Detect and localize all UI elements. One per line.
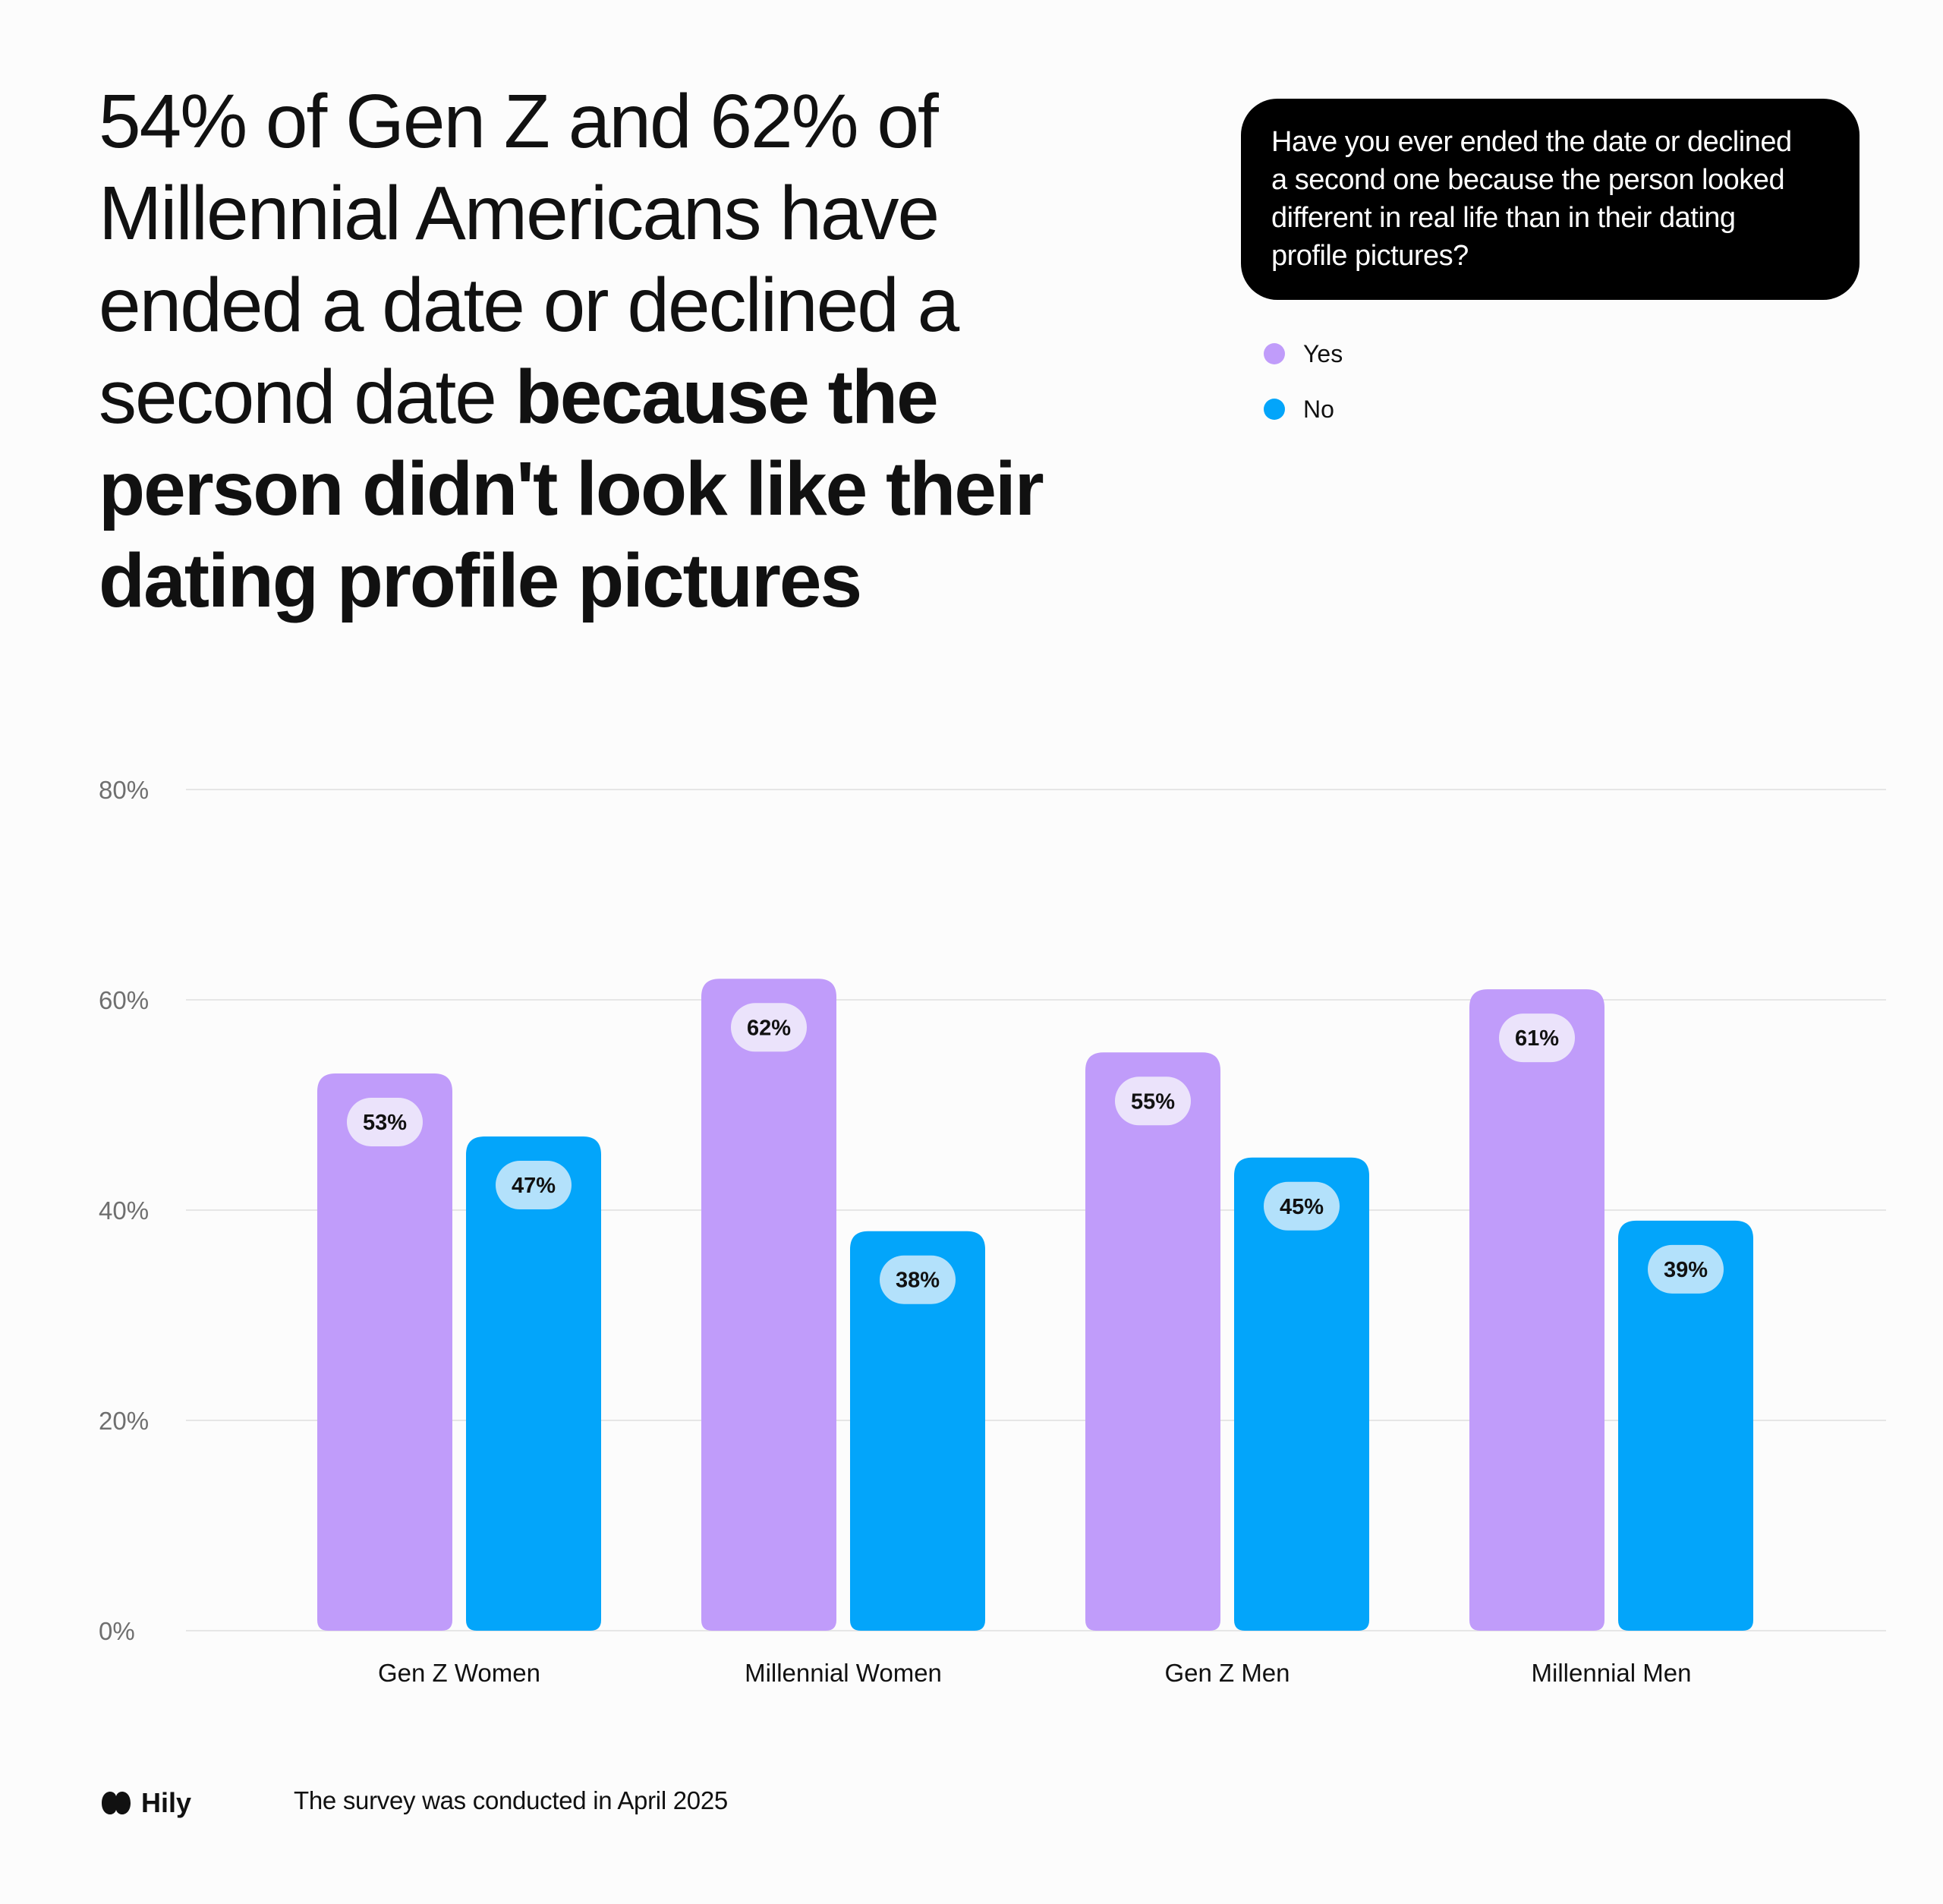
data-label-pill bbox=[1648, 1244, 1724, 1294]
y-tick-label: 80% bbox=[99, 776, 149, 804]
brand-logo: Hily bbox=[97, 1784, 191, 1822]
data-label-pill bbox=[1499, 1013, 1575, 1063]
data-label-pill bbox=[1264, 1181, 1340, 1231]
legend-item-yes: Yes bbox=[1264, 334, 1343, 374]
bar-yes bbox=[317, 1073, 452, 1631]
data-label-pill bbox=[496, 1161, 572, 1210]
data-label-pill bbox=[347, 1097, 423, 1146]
x-tick-label: Gen Z Women bbox=[378, 1659, 540, 1687]
legend: Yes No bbox=[1264, 334, 1343, 445]
legend-label-no: No bbox=[1303, 395, 1334, 423]
data-label-pill bbox=[1115, 1077, 1191, 1126]
data-label: 62% bbox=[747, 1016, 791, 1040]
headline-bold: because the person didn't look like thei… bbox=[99, 355, 1044, 623]
data-label: 53% bbox=[363, 1111, 407, 1135]
survey-footnote: The survey was conducted in April 2025 bbox=[294, 1786, 728, 1814]
data-label: 38% bbox=[896, 1269, 940, 1293]
data-label: 45% bbox=[1280, 1195, 1324, 1219]
y-tick-label: 40% bbox=[99, 1196, 149, 1225]
y-tick-label: 60% bbox=[99, 986, 149, 1014]
x-tick-label: Gen Z Men bbox=[1164, 1659, 1290, 1687]
bar-yes bbox=[701, 979, 836, 1631]
y-tick-label: 0% bbox=[99, 1617, 135, 1645]
headline: 54% of Gen Z and 62% of Millennial Ameri… bbox=[99, 76, 1146, 627]
footer: Hily bbox=[97, 1784, 191, 1822]
bar-yes bbox=[1469, 989, 1604, 1631]
headline-regular: 54% of Gen Z and 62% of Millennial Ameri… bbox=[99, 79, 959, 440]
legend-item-no: No bbox=[1264, 389, 1343, 429]
bar-no bbox=[850, 1231, 985, 1631]
data-label: 39% bbox=[1664, 1258, 1708, 1282]
legend-label-yes: Yes bbox=[1303, 339, 1343, 367]
legend-swatch-no bbox=[1264, 399, 1285, 420]
bar-no bbox=[1234, 1157, 1369, 1631]
data-label-pill bbox=[880, 1255, 956, 1304]
data-label: 61% bbox=[1515, 1026, 1559, 1051]
brand-name: Hily bbox=[141, 1787, 192, 1818]
x-tick-label: Millennial Men bbox=[1532, 1659, 1692, 1687]
data-label-pill bbox=[731, 1003, 807, 1052]
survey-question: Have you ever ended the date or declined… bbox=[1241, 99, 1860, 300]
y-tick-label: 20% bbox=[99, 1407, 149, 1435]
bar-yes bbox=[1085, 1052, 1220, 1631]
x-tick-label: Millennial Women bbox=[745, 1659, 942, 1687]
bar-no bbox=[1618, 1220, 1753, 1631]
data-label: 55% bbox=[1131, 1089, 1175, 1114]
data-label: 47% bbox=[512, 1174, 556, 1198]
bar-no bbox=[466, 1136, 601, 1631]
legend-swatch-yes bbox=[1264, 343, 1285, 364]
hily-logo-icon bbox=[102, 1791, 131, 1815]
